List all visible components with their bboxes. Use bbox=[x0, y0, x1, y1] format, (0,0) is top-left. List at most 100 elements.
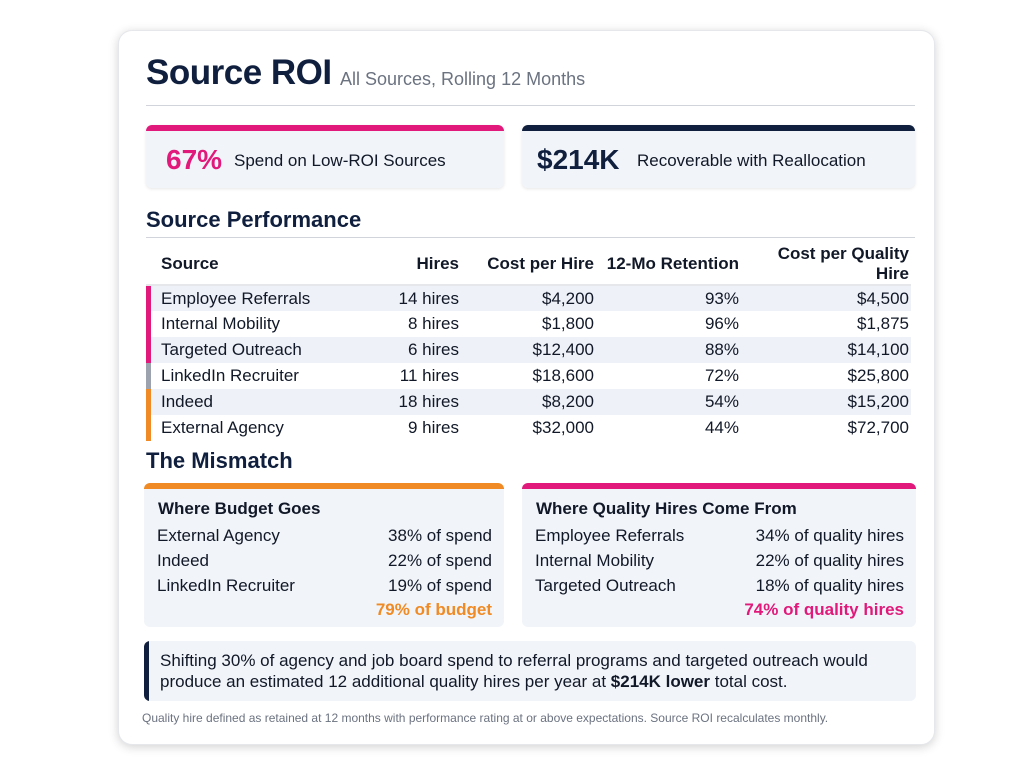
item-value: 34% of quality hires bbox=[755, 526, 904, 545]
source-name: LinkedIn Recruiter bbox=[161, 366, 299, 385]
cell-retention: 93% bbox=[596, 285, 741, 311]
cell-cpqh: $25,800 bbox=[847, 366, 909, 385]
callout-text-part: total cost. bbox=[710, 672, 788, 691]
list-item: Targeted Outreach 18% of quality hires bbox=[535, 576, 904, 596]
source-name: Employee Referrals bbox=[161, 288, 311, 308]
cell-hires: 9 hires bbox=[407, 418, 459, 437]
cell-source: LinkedIn Recruiter bbox=[146, 363, 371, 389]
callout-text: Shifting 30% of agency and job board spe… bbox=[160, 650, 906, 692]
divider bbox=[146, 237, 915, 238]
kpi-value: 67% bbox=[166, 144, 223, 175]
cell-cph: $18,600 bbox=[532, 366, 594, 385]
item-value: 22% of quality hires bbox=[755, 551, 904, 570]
cell-cph: $4,200 bbox=[461, 285, 596, 311]
kpi-recoverable: $214K Recoverable with Reallocation bbox=[522, 125, 915, 188]
panel-accent-bar bbox=[522, 483, 916, 489]
cell-cpqh: $72,700 bbox=[847, 418, 909, 437]
divider bbox=[146, 105, 915, 106]
item-value: 38% of spend bbox=[388, 526, 492, 545]
source-roi-card: Source ROI All Sources, Rolling 12 Month… bbox=[118, 30, 935, 745]
page-subtitle: All Sources, Rolling 12 Months bbox=[340, 69, 586, 89]
kpi-value: $214K bbox=[537, 144, 620, 175]
source-name: Indeed bbox=[161, 392, 213, 411]
list-item: Internal Mobility 22% of quality hires bbox=[535, 551, 904, 571]
cell-retention: 44% bbox=[704, 418, 739, 437]
item-label: LinkedIn Recruiter bbox=[157, 576, 295, 595]
cell-source: Indeed bbox=[146, 389, 371, 415]
cell-cph: $32,000 bbox=[532, 418, 594, 437]
col-cost-per-quality-hire: Cost per Quality Hire bbox=[741, 244, 911, 286]
page-title: Source ROI bbox=[146, 53, 332, 92]
item-label: External Agency bbox=[157, 526, 280, 545]
cell-cpqh: $1,875 bbox=[857, 314, 909, 333]
cell-cpqh: $15,200 bbox=[741, 389, 911, 415]
budget-panel: Where Budget Goes External Agency 38% of … bbox=[144, 483, 504, 627]
kpi-label: Spend on Low-ROI Sources bbox=[234, 151, 446, 170]
cell-retention: 72% bbox=[704, 366, 739, 385]
callout-highlight: $214K lower bbox=[610, 672, 711, 691]
cell-cph: $12,400 bbox=[461, 337, 596, 363]
section-title-mismatch: The Mismatch bbox=[146, 448, 293, 473]
item-label: Indeed bbox=[157, 551, 209, 570]
table-row: LinkedIn Recruiter 11 hires $18,600 72% $25,… bbox=[146, 363, 911, 389]
callout-accent-bar bbox=[144, 641, 149, 701]
panel-heading: Where Quality Hires Come From bbox=[536, 499, 797, 518]
kpi-low-roi-spend: 67% Spend on Low-ROI Sources bbox=[146, 125, 504, 188]
col-retention: 12-Mo Retention bbox=[596, 244, 741, 286]
panel-heading: Where Budget Goes bbox=[158, 499, 321, 518]
list-item: Employee Referrals 34% of quality hires bbox=[535, 526, 904, 546]
table-row: Internal Mobility 8 hires $1,800 96% $1,875 bbox=[146, 311, 911, 337]
cell-cpqh: $4,500 bbox=[741, 285, 911, 311]
recommendation-callout: Shifting 30% of agency and job board spe… bbox=[144, 641, 916, 701]
cell-cph: $1,800 bbox=[542, 314, 594, 333]
list-item: External Agency 38% of spend bbox=[157, 526, 492, 546]
panel-total: 74% of quality hires bbox=[744, 600, 904, 619]
cell-retention: 96% bbox=[704, 314, 739, 333]
source-name: Targeted Outreach bbox=[161, 340, 302, 359]
kpi-accent-bar bbox=[146, 125, 504, 131]
panel-accent-bar bbox=[144, 483, 504, 489]
callout-text-part: Shifting 30% of agency and job board spe… bbox=[160, 651, 868, 691]
kpi-accent-bar bbox=[522, 125, 915, 131]
panel-total: 79% of budget bbox=[375, 600, 492, 619]
cell-source: Internal Mobility bbox=[146, 311, 371, 337]
cell-hires: 14 hires bbox=[371, 285, 461, 311]
cell-cpqh: $14,100 bbox=[741, 337, 911, 363]
cell-source: Targeted Outreach bbox=[146, 337, 371, 363]
source-category-marker bbox=[146, 337, 151, 363]
source-category-marker bbox=[146, 311, 151, 337]
item-label: Targeted Outreach bbox=[535, 576, 676, 595]
source-name: Internal Mobility bbox=[161, 314, 281, 333]
source-category-marker bbox=[146, 363, 151, 389]
list-item: LinkedIn Recruiter 19% of spend bbox=[157, 576, 492, 596]
table-row: Targeted Outreach 6 hires $12,400 88% $14,10… bbox=[146, 337, 911, 363]
table-row: External Agency 9 hires $32,000 44% $72,700 bbox=[146, 415, 911, 441]
item-label: Internal Mobility bbox=[535, 551, 655, 570]
cell-source: Employee Referrals bbox=[146, 285, 371, 311]
section-title-performance: Source Performance bbox=[146, 207, 362, 232]
cell-hires: 8 hires bbox=[407, 314, 459, 333]
source-category-marker bbox=[146, 389, 151, 415]
cell-retention: 88% bbox=[596, 337, 741, 363]
list-item: Indeed 22% of spend bbox=[157, 551, 492, 571]
table-row: Indeed 18 hires $8,200 54% $15,200 bbox=[146, 389, 911, 415]
source-category-marker bbox=[146, 415, 151, 441]
table-header-row: Source Hires Cost per Hire 12-Mo Retenti… bbox=[146, 244, 911, 286]
kpi-label: Recoverable with Reallocation bbox=[637, 151, 866, 170]
col-hires: Hires bbox=[371, 244, 461, 286]
cell-cph: $8,200 bbox=[461, 389, 596, 415]
item-value: 19% of spend bbox=[388, 576, 492, 595]
footnote: Quality hire defined as retained at 12 m… bbox=[142, 711, 829, 725]
col-source: Source bbox=[146, 244, 371, 286]
item-value: 22% of spend bbox=[388, 551, 492, 570]
source-performance-table: Source Hires Cost per Hire 12-Mo Retenti… bbox=[146, 244, 911, 441]
item-value: 18% of quality hires bbox=[755, 576, 904, 595]
cell-source: External Agency bbox=[146, 415, 371, 441]
quality-panel: Where Quality Hires Come From Employee R… bbox=[522, 483, 916, 627]
cell-hires: 6 hires bbox=[371, 337, 461, 363]
cell-hires: 11 hires bbox=[399, 366, 459, 385]
item-label: Employee Referrals bbox=[535, 526, 685, 545]
source-name: External Agency bbox=[161, 418, 284, 437]
cell-retention: 54% bbox=[596, 389, 741, 415]
table-row: Employee Referrals 14 hires $4,200 93% $4,50… bbox=[146, 285, 911, 311]
